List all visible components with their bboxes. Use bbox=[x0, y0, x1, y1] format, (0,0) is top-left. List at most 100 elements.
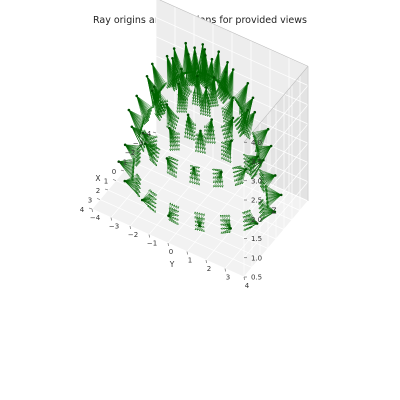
ray-arrowhead bbox=[162, 109, 165, 113]
ray-origin-point bbox=[193, 52, 197, 56]
ray-arrowhead bbox=[173, 148, 176, 152]
ray-arrowhead bbox=[155, 145, 158, 148]
ray-line bbox=[166, 104, 170, 121]
ray-origin-point bbox=[220, 170, 223, 174]
ray-arrowhead bbox=[194, 215, 197, 219]
ray-arrowhead bbox=[241, 122, 245, 126]
ray-arrowhead bbox=[162, 111, 166, 115]
ray-arrowhead bbox=[199, 100, 203, 103]
ray-arrowhead bbox=[227, 90, 230, 94]
y-tick-label: −3 bbox=[109, 223, 119, 231]
ray-arrowhead bbox=[201, 82, 205, 85]
ray-line bbox=[199, 55, 206, 84]
ray-arrowhead bbox=[160, 107, 163, 110]
ray-line bbox=[193, 76, 198, 94]
ray-line bbox=[195, 76, 198, 95]
ray-arrowhead bbox=[188, 133, 191, 136]
ray-arrowhead bbox=[161, 112, 164, 116]
ray-arrowhead bbox=[176, 218, 179, 221]
ray-arrowhead bbox=[257, 203, 261, 206]
ray-line bbox=[152, 63, 167, 85]
ray-origin-point bbox=[152, 85, 156, 89]
ray-arrowhead bbox=[246, 132, 249, 135]
ray-arrowhead bbox=[172, 157, 175, 160]
x-tick-label: 1 bbox=[104, 178, 108, 186]
ray-arrowhead bbox=[165, 99, 169, 103]
ray-arrowhead bbox=[189, 90, 192, 94]
ray-arrowhead bbox=[208, 108, 211, 112]
ray-arrowhead bbox=[197, 166, 201, 170]
ray-arrowhead bbox=[176, 110, 179, 114]
ray-arrowhead bbox=[254, 136, 257, 140]
ray-line bbox=[124, 179, 139, 182]
ray-arrowhead bbox=[259, 219, 262, 222]
ray-arrowhead bbox=[262, 188, 265, 192]
ray-line bbox=[234, 110, 248, 127]
ray-arrowhead bbox=[247, 171, 250, 175]
ray-arrowhead bbox=[185, 98, 188, 101]
ray-line bbox=[250, 156, 258, 173]
ray-arrowhead bbox=[194, 227, 198, 231]
ray-arrowhead bbox=[262, 177, 265, 181]
ray-arrowhead bbox=[227, 110, 230, 113]
ray-arrowhead bbox=[154, 139, 158, 142]
ray-arrowhead bbox=[213, 141, 216, 145]
x-tick-mark bbox=[120, 169, 125, 172]
ray-arrowhead bbox=[169, 144, 172, 148]
ray-arrowhead bbox=[135, 190, 138, 193]
ray-origin-point bbox=[130, 125, 134, 129]
z-tick-label: 4.0 bbox=[251, 139, 262, 147]
ray-arrowhead bbox=[237, 131, 241, 134]
ray-arrowhead bbox=[185, 120, 189, 124]
ray-arrowhead bbox=[132, 157, 136, 161]
ray-arrowhead bbox=[226, 218, 229, 222]
ray-arrowhead bbox=[225, 121, 228, 124]
ray-arrowhead bbox=[212, 133, 215, 137]
ray-line bbox=[265, 193, 282, 196]
ray-line bbox=[187, 114, 192, 125]
ray-arrowhead bbox=[196, 211, 199, 215]
ray-arrowhead bbox=[254, 138, 258, 142]
ray-bundle bbox=[176, 82, 188, 114]
ray-line bbox=[242, 212, 258, 224]
ray-arrowhead bbox=[220, 99, 223, 102]
ray-arrowhead bbox=[258, 202, 262, 205]
ray-line bbox=[250, 159, 264, 175]
ray-line bbox=[255, 129, 269, 143]
ray-arrowhead bbox=[242, 153, 246, 157]
ray-arrowhead bbox=[199, 103, 203, 106]
ray-arrowhead bbox=[202, 222, 205, 225]
ray-arrowhead bbox=[252, 175, 255, 179]
x-tick-mark bbox=[96, 198, 101, 200]
ray-line bbox=[151, 90, 158, 113]
ray-line bbox=[131, 126, 146, 132]
ray-arrowhead bbox=[243, 123, 246, 127]
ray-arrowhead bbox=[217, 185, 220, 188]
ray-line bbox=[151, 90, 160, 110]
ray-arrowhead bbox=[247, 164, 251, 167]
ray-arrowhead bbox=[248, 137, 251, 140]
ray-arrowhead bbox=[220, 148, 224, 152]
ray-line bbox=[172, 58, 175, 85]
z-tick-label: 1.0 bbox=[251, 254, 262, 262]
ray-line bbox=[247, 112, 255, 133]
ray-bundle bbox=[140, 189, 158, 213]
ray-arrowhead bbox=[173, 82, 176, 85]
ray-arrowhead bbox=[197, 174, 200, 177]
ray-arrowhead bbox=[264, 190, 268, 193]
ray-arrowhead bbox=[244, 130, 248, 134]
y-tick-label: 3 bbox=[226, 274, 230, 282]
ray-arrowhead bbox=[150, 159, 153, 163]
ray-line bbox=[202, 55, 206, 87]
ray-line bbox=[249, 112, 255, 140]
ray-line bbox=[214, 71, 227, 95]
ray-arrowhead bbox=[196, 103, 199, 107]
ray-origin-point bbox=[184, 41, 188, 45]
ray-arrowhead bbox=[187, 89, 190, 92]
ray-line bbox=[225, 117, 234, 143]
ray-arrowhead bbox=[227, 147, 230, 151]
ray-arrowhead bbox=[234, 124, 238, 127]
ray-arrowhead bbox=[202, 135, 206, 139]
ray-arrowhead bbox=[203, 104, 207, 108]
